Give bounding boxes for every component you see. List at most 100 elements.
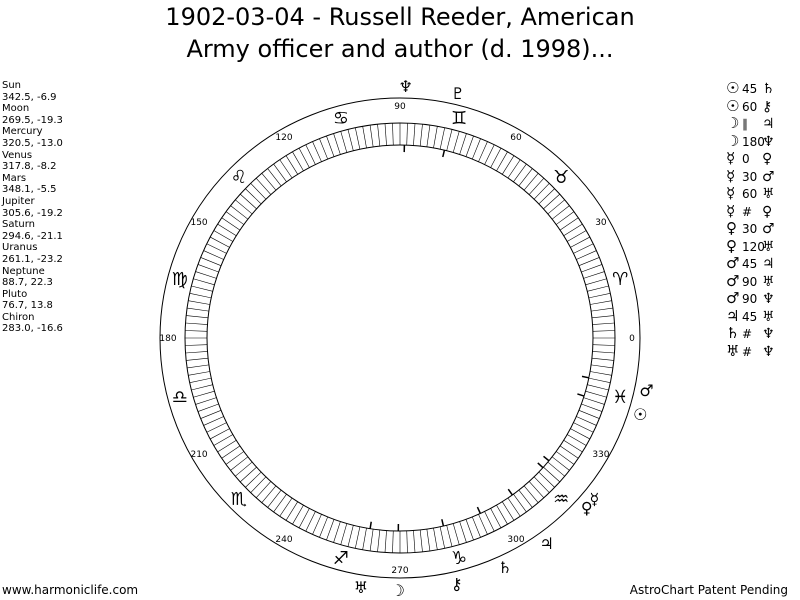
degree-tick (285, 155, 298, 175)
aspect-row: ♂ 90 ♆ (726, 289, 800, 308)
planet-mercury-icon: ☿ (590, 489, 600, 508)
degree-tick (426, 529, 431, 551)
degree-tick (533, 476, 550, 493)
aspect-row: ☿ 60 ♅ (726, 184, 800, 203)
degree-tick (587, 285, 609, 292)
degree-tick (507, 497, 521, 517)
degree-tick (406, 530, 408, 553)
aspect-planet2-glyph: ♂ (762, 168, 775, 185)
degree-tick (347, 525, 354, 547)
degree-tick (319, 138, 328, 160)
degree-tick (555, 451, 575, 465)
degree-tick (588, 377, 611, 383)
degree-tick (250, 183, 267, 200)
aspect-planet1-glyph: ☽ (726, 114, 740, 132)
aspect-planet2-glyph: ⚷ (762, 98, 773, 115)
degree-tick (591, 315, 614, 319)
degree-tick (197, 403, 219, 412)
degree-tick (426, 125, 431, 147)
aspect-row: ☿ # ♀ (726, 201, 800, 221)
degree-tick (547, 461, 565, 477)
position-value-mars: 348.1, -5.5 (2, 184, 57, 196)
degree-tick (298, 148, 310, 168)
position-value-venus: 317.8, -8.2 (2, 161, 57, 173)
degree-label: 210 (190, 450, 207, 460)
degree-tick (197, 264, 219, 273)
aspect-planet1-glyph: ☽ (726, 131, 740, 150)
degree-label: 0 (629, 334, 635, 344)
degree-tick (188, 371, 210, 376)
aspect-type: 180 (742, 134, 765, 149)
degree-tick (235, 461, 253, 477)
position-value-chiron: 283.0, -16.6 (2, 323, 63, 335)
position-value-mercury: 320.5, -13.0 (2, 137, 63, 149)
degree-tick (528, 481, 545, 498)
degree-tick (362, 528, 367, 550)
degree-tick (507, 159, 521, 179)
degree-label: 120 (275, 133, 292, 143)
degree-tick (452, 131, 460, 153)
zodiac-sign-icon: ♐ (333, 548, 349, 569)
degree-tick (255, 481, 272, 498)
degree-tick (566, 434, 587, 446)
degree-tick (538, 188, 555, 205)
degree-tick (419, 529, 423, 552)
degree-tick (193, 390, 215, 398)
degree-tick (186, 315, 209, 319)
planet-moon-icon: ☽ (391, 581, 405, 600)
degree-tick (213, 230, 234, 242)
aspect-planet1-glyph: ☉ (726, 79, 740, 97)
degree-tick (326, 135, 335, 157)
aspect-type: # (742, 327, 753, 341)
degree-tick (261, 173, 277, 191)
degree-tick (587, 384, 609, 391)
degree-tick (200, 410, 222, 419)
degree-tick (185, 344, 208, 346)
degree-tick (592, 344, 615, 346)
aspect-planet1-glyph: ♄ (726, 324, 740, 342)
degree-tick (392, 530, 394, 553)
degree-tick (592, 322, 615, 325)
degree-tick (193, 278, 215, 286)
aspect-row: ♂ 90 ♅ (726, 272, 800, 291)
position-name-chiron: Chiron (2, 311, 35, 323)
aspect-planet2-glyph: ♅ (762, 308, 775, 325)
aspect-planet2-glyph: ♆ (762, 133, 775, 150)
aspect-planet2-glyph: ♆ (762, 326, 775, 342)
zodiac-sign-icon: ♌ (231, 167, 247, 188)
degree-tick (210, 428, 230, 440)
aspect-row: ♃ 45 ♅ (726, 306, 800, 326)
degree-tick (250, 476, 267, 493)
footer-website: www.harmoniclife.com (2, 583, 139, 597)
aspect-planet1-glyph: ☿ (726, 201, 736, 220)
degree-tick (355, 526, 361, 549)
aspect-type: 45 (742, 309, 758, 324)
degree-tick (465, 519, 474, 541)
aspect-row: ♅ # ♆ (726, 342, 800, 361)
degree-tick (452, 523, 460, 545)
aspect-type: 0 (742, 152, 750, 166)
degree-tick (465, 135, 474, 157)
degree-tick (200, 257, 222, 266)
degree-tick (292, 151, 304, 172)
degree-tick (333, 133, 341, 155)
degree-tick (502, 155, 515, 175)
position-name-moon: Moon (2, 103, 30, 115)
degree-tick (559, 445, 579, 459)
zodiac-sign-icon: ♓ (612, 387, 628, 408)
zodiac-sign-icon: ♒ (553, 489, 569, 510)
degree-label: 300 (507, 535, 524, 545)
degree-tick (581, 264, 603, 273)
degree-tick (472, 138, 481, 160)
degree-tick (551, 456, 570, 471)
degree-tick (203, 250, 224, 260)
aspect-type: 90 (742, 274, 758, 289)
zodiac-sign-icon: ♋ (333, 108, 349, 129)
position-value-uranus: 261.1, -23.2 (2, 253, 63, 265)
aspect-planet1-glyph: ♃ (726, 306, 740, 325)
degree-tick (240, 193, 257, 210)
degree-label: 330 (592, 450, 609, 460)
degree-tick (523, 485, 539, 503)
degree-tick (433, 126, 438, 148)
planet-marker (543, 455, 550, 462)
